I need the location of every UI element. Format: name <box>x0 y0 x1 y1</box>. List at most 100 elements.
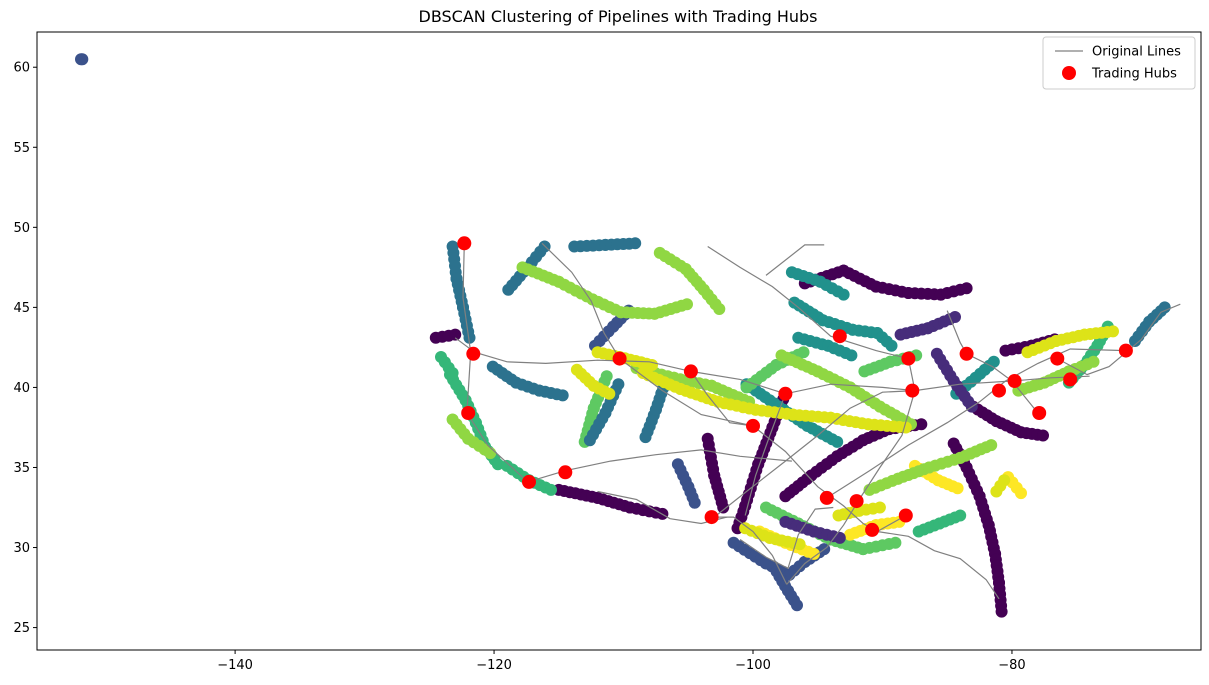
trading-hub-point <box>1063 372 1078 387</box>
plot-area <box>75 53 1181 618</box>
x-tick-label: −80 <box>998 658 1025 673</box>
trading-hub-point <box>522 474 536 489</box>
legend: Original Lines Trading Hubs <box>1042 36 1196 90</box>
y-tick-label: 25 <box>13 621 30 636</box>
cluster-point <box>995 605 1008 618</box>
trading-hub-point <box>778 386 793 401</box>
legend-box <box>1042 36 1196 90</box>
y-tick-label: 30 <box>13 541 30 556</box>
trading-hub-point <box>819 490 834 505</box>
pipeline-line <box>765 244 825 276</box>
cluster-point <box>545 483 557 496</box>
trading-hubs <box>457 236 1133 537</box>
x-tick-label: −100 <box>735 658 771 673</box>
cluster-point <box>845 349 858 362</box>
pipeline-line <box>597 490 671 520</box>
axes-frame <box>36 31 1202 651</box>
cluster-point <box>791 599 803 612</box>
cluster-point <box>951 482 964 495</box>
y-tick-label: 50 <box>13 221 30 236</box>
trading-hub-point <box>457 236 472 251</box>
pipeline-line <box>707 245 909 360</box>
legend-circle-icon <box>1062 66 1076 80</box>
trading-hub-point <box>1050 351 1065 366</box>
cluster-point <box>885 339 898 352</box>
y-tick-label: 40 <box>13 381 30 396</box>
cluster-point <box>484 447 497 460</box>
legend-label: Original Lines <box>1092 45 1181 60</box>
pipeline-line <box>714 516 788 585</box>
cluster-point <box>612 378 625 391</box>
axes: −140 −120 −100 −80 25 30 35 40 45 50 55 60 <box>13 31 1202 673</box>
pipeline-line <box>454 337 1090 395</box>
cluster-point <box>915 418 928 431</box>
cluster-point <box>1158 301 1171 314</box>
cluster-point <box>681 298 693 311</box>
cluster-point <box>463 331 476 344</box>
cluster-point <box>833 531 846 544</box>
cluster-point <box>987 355 1000 368</box>
trading-hub-point <box>683 364 698 379</box>
trading-hub-point <box>905 383 920 398</box>
pipeline-line <box>713 390 915 518</box>
cluster-point <box>889 536 902 549</box>
cluster-point <box>713 303 726 315</box>
cluster-point <box>998 474 1011 487</box>
cluster-point <box>688 496 701 509</box>
cluster-point <box>603 387 616 400</box>
cluster-point <box>591 346 604 359</box>
trading-hub-point <box>959 346 974 361</box>
y-tick-label: 35 <box>13 461 30 476</box>
pipeline-line <box>670 516 728 525</box>
pipeline-line <box>877 530 1000 600</box>
pipeline-line <box>739 506 834 570</box>
cluster-point <box>717 501 730 514</box>
cluster-point <box>797 346 810 359</box>
cluster-point <box>985 439 998 452</box>
trading-hub-point <box>461 406 476 420</box>
trading-hub-point <box>558 465 573 480</box>
trading-hub-point <box>1032 406 1047 420</box>
cluster-point <box>1107 325 1119 338</box>
chart-title: DBSCAN Clustering of Pipelines with Trad… <box>419 7 818 26</box>
trading-hub-point <box>1007 374 1022 388</box>
pipeline-line <box>966 353 1039 414</box>
cluster-point <box>831 435 844 448</box>
trading-hub-point <box>865 522 880 537</box>
pipeline-line <box>541 242 621 359</box>
trading-hub-point <box>992 383 1006 398</box>
y-tick-label: 60 <box>13 61 30 76</box>
cluster-point <box>873 501 886 514</box>
trading-hub-point <box>466 346 481 361</box>
cluster-point <box>446 367 459 379</box>
pipeline-line <box>690 371 754 427</box>
trading-hub-point <box>901 351 916 366</box>
cluster-point <box>949 311 961 323</box>
trading-hub-point <box>704 510 719 525</box>
cluster-point <box>1015 487 1027 500</box>
x-tick-label: −120 <box>476 658 512 673</box>
cluster-points <box>75 53 1171 618</box>
trading-hub-point <box>746 418 760 433</box>
cluster-point <box>807 547 820 560</box>
cluster-point <box>76 53 89 66</box>
cluster-point <box>960 282 973 295</box>
cluster-point <box>954 509 967 522</box>
cluster-point <box>785 266 798 279</box>
pipeline-line <box>462 243 529 483</box>
cluster-point <box>629 237 642 250</box>
y-tick-label: 45 <box>13 301 30 316</box>
pipeline-line <box>744 393 786 516</box>
legend-label: Trading Hubs <box>1091 67 1177 82</box>
x-tick-label: −140 <box>217 658 253 673</box>
cluster-point <box>1087 355 1100 368</box>
trading-hub-point <box>1118 343 1133 358</box>
trading-hub-point <box>832 329 847 344</box>
trading-hub-point <box>849 494 864 509</box>
cluster-point <box>1037 429 1049 442</box>
cluster-point <box>449 328 462 341</box>
cluster-point <box>556 389 569 402</box>
trading-hub-point <box>898 508 913 523</box>
trading-hub-point <box>612 351 627 366</box>
